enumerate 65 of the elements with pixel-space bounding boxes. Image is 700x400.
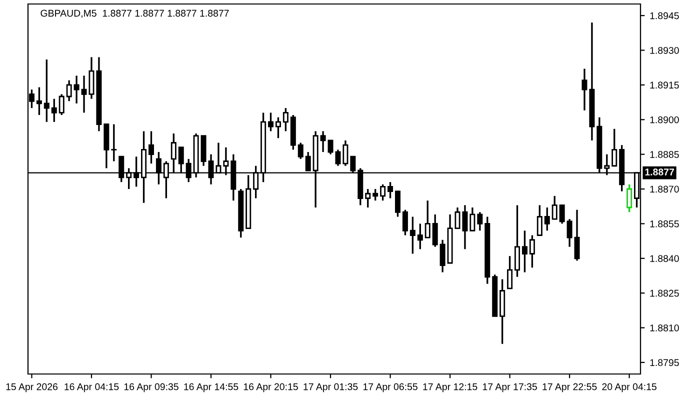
- candlestick: [58, 93, 64, 116]
- candlestick: [626, 184, 632, 213]
- y-tick-label: 1.8870: [650, 186, 679, 193]
- candlestick: [522, 230, 528, 274]
- candlestick: [66, 79, 72, 102]
- candlestick: [111, 123, 117, 162]
- candlestick: [544, 206, 550, 232]
- x-tick-label: 17 Apr 06:55: [363, 383, 418, 392]
- candlestick: [477, 211, 483, 232]
- x-tick-label: 20 Apr 04:15: [602, 383, 656, 392]
- candlestick: [394, 190, 400, 218]
- x-tick-label: 17 Apr 17:35: [482, 383, 537, 392]
- y-tick-label: 1.8900: [650, 116, 679, 124]
- candlestick: [566, 218, 572, 248]
- text: GBPAUD,M5 1.8877 1.8877 1.8877 1.8877: [40, 10, 229, 18]
- candlestick: [51, 98, 57, 123]
- y-tick-label: 1.8855: [650, 220, 679, 228]
- x-tick-label: 16 Apr 14:55: [184, 383, 238, 392]
- candlestick: [529, 234, 535, 268]
- candlestick: [402, 208, 408, 236]
- y-tick-label: 1.8825: [650, 290, 679, 297]
- y-tick-label: 1.8945: [650, 12, 679, 20]
- candlestick: [612, 128, 618, 167]
- y-tick-label: 1.8915: [650, 82, 679, 89]
- candlestick: [470, 206, 476, 232]
- candlestick: [552, 195, 558, 220]
- candlestick: [514, 204, 520, 278]
- x-tick-label: 17 Apr 22:55: [542, 383, 597, 392]
- candlestick: [432, 214, 438, 248]
- candlestick: [424, 200, 430, 238]
- candlestick: [342, 140, 348, 167]
- candlestick: [574, 208, 580, 262]
- candlestick: [536, 204, 542, 236]
- candlestick: [507, 255, 513, 290]
- x-tick-label: 17 Apr 12:15: [423, 383, 478, 392]
- y-tick-label: 1.8885: [650, 151, 679, 158]
- candlestick: [148, 130, 154, 164]
- x-tick-label: 16 Apr 04:15: [64, 383, 119, 392]
- y-tick-label: 1.8795: [650, 359, 679, 366]
- candlestick: [320, 130, 326, 153]
- candlestick: [440, 239, 446, 274]
- candlestick: [388, 181, 394, 200]
- y-tick-label: 1.8840: [650, 255, 679, 262]
- candlestick: [36, 86, 42, 116]
- y-tick-label: 1.8810: [650, 324, 679, 332]
- x-tick-label: 15 Apr 2026: [6, 383, 58, 392]
- candlestick: [462, 204, 468, 250]
- ref-line-label: 1.8877: [645, 168, 674, 176]
- candlestick: [372, 188, 378, 202]
- x-tick-label: 16 Apr 20:15: [244, 383, 298, 392]
- candlestick: [44, 58, 50, 123]
- candlestick: [74, 74, 80, 104]
- y-tick-label: 1.8930: [650, 46, 679, 54]
- candlestick: [282, 107, 288, 132]
- candlestick: [275, 116, 281, 139]
- candlestick: [559, 204, 565, 225]
- candlestick: [268, 112, 274, 132]
- candlestick: [582, 68, 588, 112]
- candlestick: [417, 222, 423, 250]
- candlestick: [410, 216, 416, 255]
- candlestick: [298, 142, 304, 160]
- x-tick-label: 17 Apr 01:35: [304, 383, 358, 392]
- candlestick: [365, 188, 371, 208]
- x-tick-label: 16 Apr 09:35: [124, 383, 178, 392]
- candlestick: [380, 184, 386, 202]
